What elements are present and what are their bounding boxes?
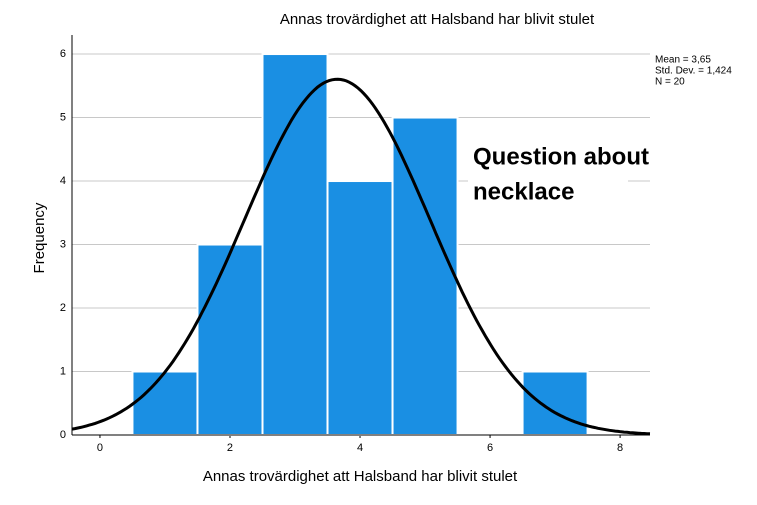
bar: [326, 180, 394, 436]
y-tick-label: 0: [60, 429, 66, 441]
y-tick-label: 3: [60, 238, 66, 250]
stat-label: Mean = 3,65: [655, 55, 711, 66]
x-tick-label: 8: [617, 442, 623, 454]
bar: [131, 370, 199, 436]
y-tick-label: 5: [60, 111, 66, 123]
stat-label: Std. Dev. = 1,424: [655, 66, 732, 77]
normal-curve: [71, 77, 651, 436]
stat-label: N = 20: [655, 77, 685, 88]
x-tick-label: 6: [487, 442, 493, 454]
y-tick-label: 4: [60, 175, 66, 187]
bar: [261, 53, 329, 437]
chart-title: Annas trovärdighet att Halsband har bliv…: [280, 11, 595, 28]
annotation-bg: [468, 138, 628, 216]
bar: [391, 116, 459, 437]
bar: [521, 370, 589, 436]
x-tick-label: 0: [97, 442, 103, 454]
y-axis-label: Frequency: [31, 202, 48, 273]
bar: [196, 243, 264, 436]
annotation: necklace: [473, 178, 574, 205]
y-tick-label: 2: [60, 302, 66, 314]
y-tick-label: 6: [60, 48, 66, 60]
x-axis-label: Annas trovärdighet att Halsband har bliv…: [203, 468, 518, 485]
x-tick-label: 4: [357, 442, 363, 454]
y-tick-label: 1: [60, 365, 66, 377]
x-tick-label: 2: [227, 442, 233, 454]
annotation: Question about: [473, 143, 649, 170]
